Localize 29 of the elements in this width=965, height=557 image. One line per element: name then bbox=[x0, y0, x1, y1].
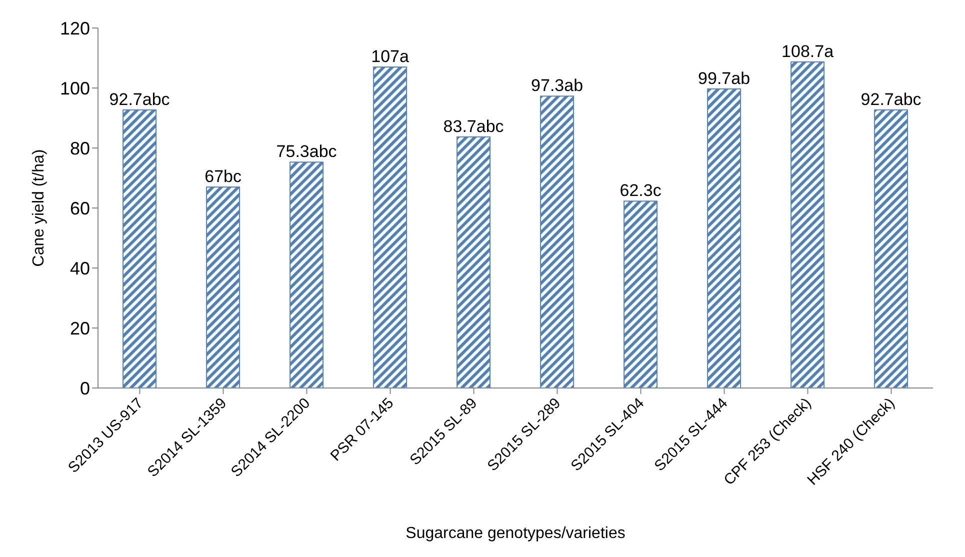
data-label: 92.7abc bbox=[109, 90, 170, 109]
bar bbox=[373, 66, 408, 388]
bar bbox=[206, 186, 240, 388]
bar bbox=[290, 162, 324, 388]
y-tick-label: 60 bbox=[70, 198, 90, 218]
bar bbox=[456, 136, 491, 388]
data-label: 97.3ab bbox=[531, 76, 584, 96]
data-label: 67bc bbox=[204, 167, 242, 186]
y-tick-label: 100 bbox=[60, 78, 90, 98]
bar bbox=[624, 200, 658, 388]
y-tick-label: 80 bbox=[70, 138, 90, 158]
y-axis-title: Cane yield (t/ha) bbox=[30, 149, 48, 267]
data-label: 108.7a bbox=[782, 42, 834, 61]
bar bbox=[707, 88, 742, 388]
bar bbox=[874, 109, 908, 388]
data-label: 107a bbox=[371, 47, 410, 66]
data-label: 75.3abc bbox=[276, 142, 338, 162]
y-tick-label: 20 bbox=[70, 318, 90, 338]
bar bbox=[790, 61, 825, 388]
bar bbox=[540, 96, 574, 388]
y-tick-label: 120 bbox=[60, 18, 90, 38]
data-label: 62.3c bbox=[620, 181, 662, 200]
bar bbox=[122, 109, 157, 388]
data-label: 83.7abc bbox=[443, 116, 504, 136]
y-tick-label: 40 bbox=[70, 258, 90, 278]
data-label: 99.7ab bbox=[698, 68, 750, 88]
x-axis-title: Sugarcane genotypes/varieties bbox=[406, 525, 626, 542]
y-tick-label: 0 bbox=[80, 378, 90, 398]
data-label: 92.7abc bbox=[860, 90, 922, 109]
